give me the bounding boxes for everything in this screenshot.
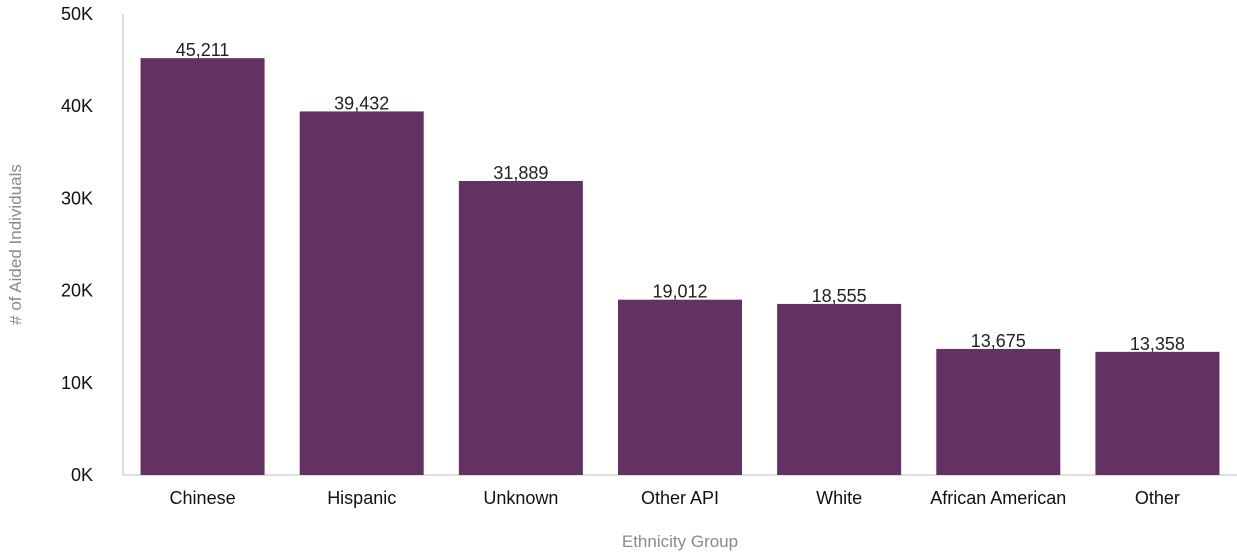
y-tick-label: 10K: [61, 373, 93, 393]
y-axis-ticks: 0K 10K 20K 30K 40K 50K: [61, 4, 93, 485]
y-tick-label: 40K: [61, 96, 93, 116]
y-tick-label: 30K: [61, 188, 93, 208]
x-tick-label: Hispanic: [327, 488, 396, 508]
bars: [140, 58, 1220, 476]
x-axis-title: Ethnicity Group: [622, 532, 738, 551]
bar-value-label: 31,889: [493, 163, 548, 183]
bar-value-label: 13,358: [1130, 334, 1185, 354]
bar: [1095, 351, 1220, 475]
bar-value-label: 13,675: [971, 331, 1026, 351]
bar-value-label: 19,012: [652, 282, 707, 302]
bar: [458, 180, 583, 476]
y-axis-title: # of Aided Individuals: [6, 164, 25, 325]
x-tick-label: African American: [930, 488, 1066, 508]
bar: [140, 58, 265, 476]
bar: [936, 348, 1061, 475]
x-tick-label: Other: [1135, 488, 1180, 508]
bar-value-label: 18,555: [812, 286, 867, 306]
bar-value-label: 45,211: [176, 40, 230, 60]
x-tick-label: White: [816, 488, 862, 508]
bar: [299, 111, 424, 476]
bar: [777, 303, 902, 475]
x-tick-label: Chinese: [170, 488, 236, 508]
data-labels: 45,211 39,432 31,889 19,012 18,555 13,675 13,3…: [176, 40, 1185, 354]
bar: [618, 299, 742, 475]
x-axis-ticks: Chinese Hispanic Unknown Other API White Afri…: [170, 488, 1180, 508]
x-tick-label: Unknown: [483, 488, 558, 508]
y-tick-label: 20K: [61, 281, 93, 301]
x-tick-label: Other API: [641, 488, 719, 508]
bar-value-label: 39,432: [334, 93, 389, 113]
y-tick-label: 0K: [71, 465, 93, 485]
y-tick-label: 50K: [61, 4, 93, 24]
